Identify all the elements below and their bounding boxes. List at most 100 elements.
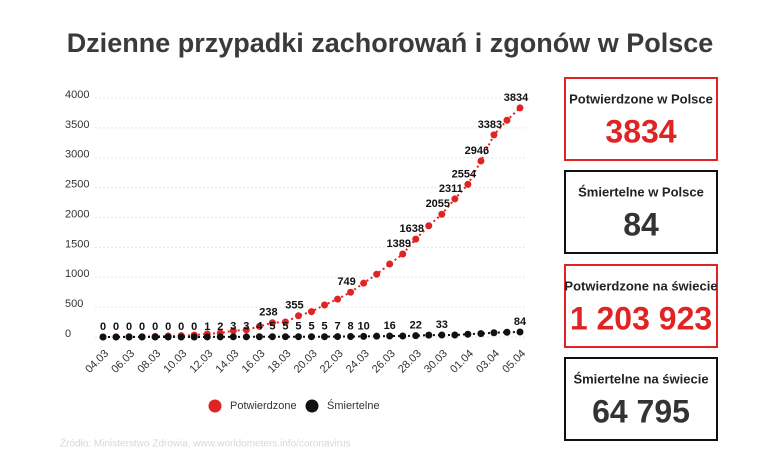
data-label: 1389	[386, 238, 410, 250]
data-point	[451, 195, 459, 203]
data-label: 0	[113, 321, 119, 333]
data-label: 0	[100, 321, 106, 333]
y-tick-label: 500	[65, 298, 83, 310]
data-point	[399, 250, 407, 258]
data-point	[294, 333, 302, 341]
data-point	[438, 331, 446, 339]
x-tick-label: 05.04	[500, 348, 528, 376]
data-point	[412, 235, 420, 243]
data-point	[477, 157, 485, 165]
x-tick-label: 28.03	[396, 348, 424, 376]
data-label: 2311	[439, 183, 463, 195]
data-point	[321, 301, 329, 309]
data-label: 0	[152, 321, 158, 333]
x-tick-label: 14.03	[214, 348, 242, 376]
x-tick-label: 30.03	[422, 348, 450, 376]
data-label: 5	[321, 321, 327, 333]
summary-box	[564, 264, 718, 348]
data-point	[268, 333, 276, 341]
data-point	[112, 333, 120, 341]
data-point	[229, 333, 237, 341]
data-point	[242, 326, 250, 334]
data-point	[255, 333, 263, 341]
summary-box	[564, 77, 718, 161]
data-point	[334, 333, 342, 341]
y-tick-label: 1000	[65, 268, 89, 280]
data-label: 16	[384, 320, 396, 332]
data-label: 238	[259, 307, 277, 319]
chart-title: Dzienne przypadki zachorowań i zgonów w …	[67, 28, 714, 58]
data-point	[138, 333, 146, 341]
data-point	[464, 180, 472, 188]
data-point	[177, 333, 185, 341]
data-point	[164, 333, 172, 341]
data-point	[347, 288, 355, 296]
data-point	[190, 333, 198, 341]
data-point	[425, 222, 433, 230]
data-point	[347, 333, 355, 341]
summary-value: 3834	[605, 113, 676, 149]
data-point	[386, 260, 394, 268]
data-label: 2554	[452, 168, 477, 180]
data-point	[373, 332, 381, 340]
data-point	[203, 333, 211, 341]
data-point	[490, 329, 498, 337]
data-point	[321, 333, 329, 341]
x-tick-label: 18.03	[266, 348, 294, 376]
summary-label: Śmiertelne na świecie	[573, 371, 708, 386]
data-point	[373, 270, 381, 278]
data-point	[399, 332, 407, 340]
data-label: 10	[358, 320, 370, 332]
summary-label: Śmiertelne w Polsce	[578, 184, 704, 199]
x-tick-label: 01.04	[448, 348, 476, 376]
data-point	[281, 318, 289, 326]
series-line	[103, 107, 521, 338]
data-point	[490, 131, 498, 139]
data-label: 7	[335, 320, 341, 332]
x-tick-label: 08.03	[135, 348, 163, 376]
summary-box	[564, 170, 718, 254]
data-point	[503, 328, 511, 336]
data-label: 1638	[400, 223, 424, 235]
data-label: 3	[243, 321, 249, 333]
data-point	[242, 333, 250, 341]
x-tick-label: 22.03	[318, 348, 346, 376]
data-point	[360, 279, 368, 287]
data-point	[334, 295, 342, 303]
summary-label: Potwierdzone w Polsce	[569, 91, 713, 106]
data-label: 5	[282, 321, 288, 333]
data-point	[308, 333, 315, 341]
data-point	[516, 328, 524, 336]
x-tick-label: 26.03	[370, 348, 398, 376]
summary-value: 1 203 923	[570, 300, 712, 336]
x-tick-label: 16.03	[240, 348, 268, 376]
data-point	[216, 333, 224, 341]
legend-label: Potwierdzone	[230, 400, 297, 412]
data-point	[438, 210, 446, 218]
data-point	[477, 330, 485, 338]
data-point	[99, 333, 107, 341]
y-tick-label: 2500	[65, 179, 89, 191]
data-label: 2	[217, 321, 223, 333]
legend-marker	[208, 399, 222, 413]
data-point	[308, 308, 315, 316]
data-label: 4	[256, 321, 263, 333]
data-label: 5	[295, 321, 301, 333]
data-label: 22	[410, 320, 422, 332]
data-label: 3383	[478, 119, 502, 131]
x-tick-label: 12.03	[187, 348, 215, 376]
data-label: 5	[308, 321, 314, 333]
data-label: 0	[165, 321, 171, 333]
data-label: 2055	[426, 198, 450, 210]
y-tick-label: 2000	[65, 208, 89, 220]
data-label: 3	[230, 321, 236, 333]
data-point	[229, 327, 237, 335]
y-tick-label: 3500	[65, 119, 89, 131]
data-point	[125, 333, 133, 341]
data-label: 355	[285, 300, 303, 312]
data-label: 3834	[504, 92, 529, 104]
data-point	[294, 312, 302, 320]
data-label: 0	[178, 321, 184, 333]
